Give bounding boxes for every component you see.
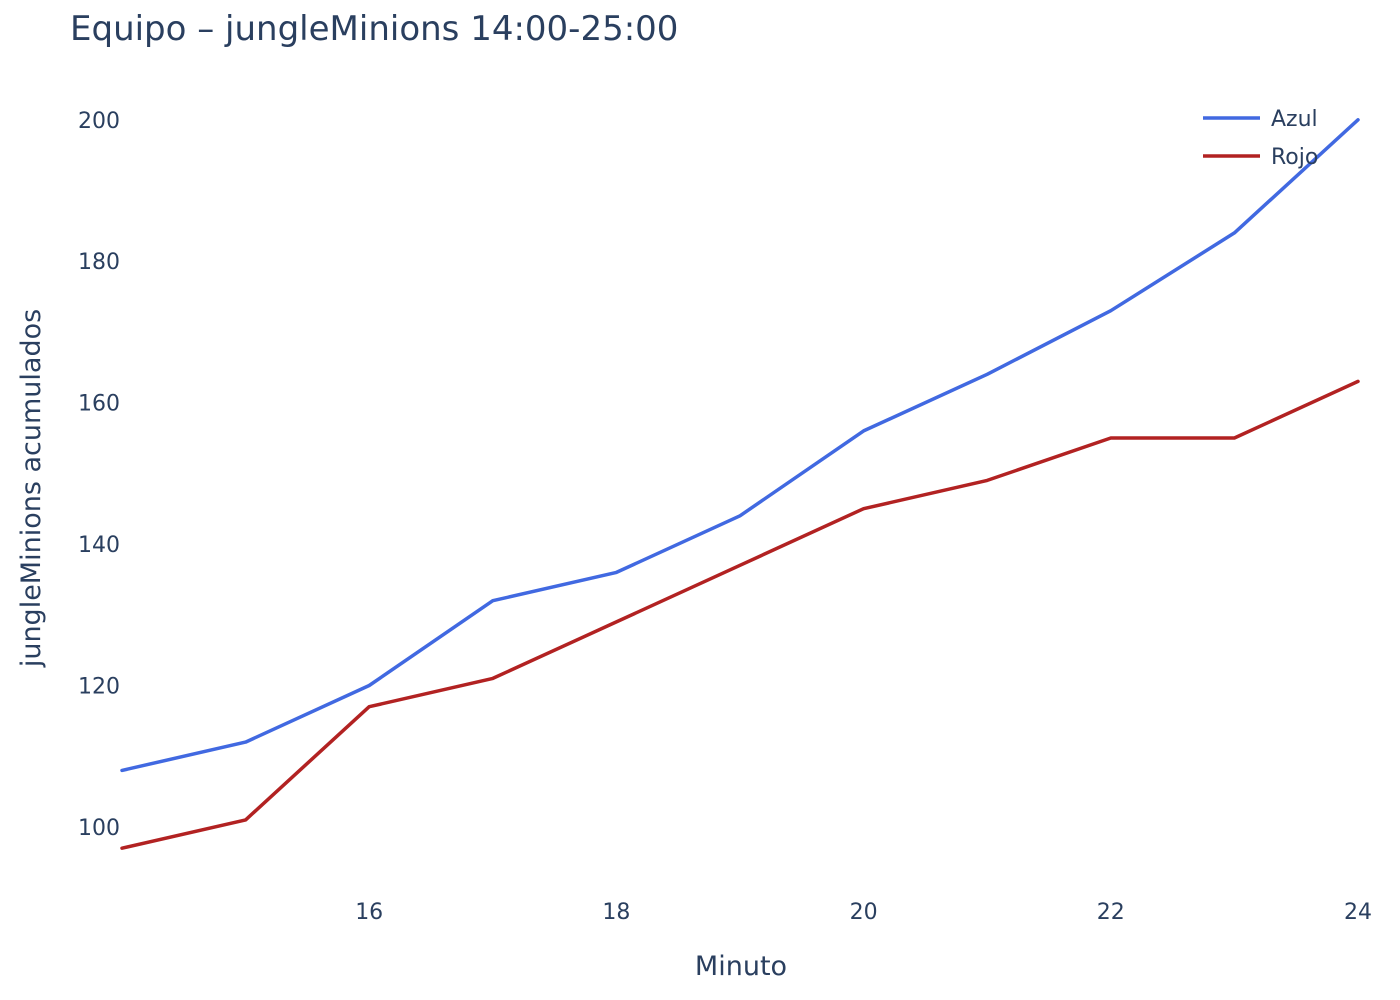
x-tick-labels: 16 18 20 22 24 (355, 900, 1372, 925)
x-tick-label: 22 (1097, 900, 1125, 925)
y-tick-labels: 100 120 140 160 180 200 (78, 109, 120, 841)
legend-label: Azul (1271, 107, 1318, 132)
y-tick-label: 180 (78, 250, 120, 275)
y-tick-label: 160 (78, 392, 120, 417)
series-line-azul (120, 118, 1360, 773)
legend: Azul Rojo (1203, 107, 1318, 170)
x-tick-label: 18 (602, 900, 630, 925)
y-tick-label: 140 (78, 533, 120, 558)
y-tick-label: 100 (78, 816, 120, 841)
legend-item-rojo[interactable]: Rojo (1203, 145, 1318, 170)
legend-item-azul[interactable]: Azul (1203, 107, 1318, 132)
series-lines (120, 118, 1360, 850)
x-tick-label: 24 (1344, 900, 1372, 925)
legend-label: Rojo (1271, 145, 1318, 170)
x-axis-title: Minuto (695, 951, 787, 982)
series-line-rojo (120, 379, 1360, 850)
y-axis-title: jungleMinions acumulados (16, 309, 47, 668)
x-tick-label: 20 (850, 900, 878, 925)
y-tick-label: 120 (78, 675, 120, 700)
x-tick-label: 16 (355, 900, 383, 925)
chart-title: Equipo – jungleMinions 14:00-25:00 (70, 9, 678, 49)
y-tick-label: 200 (78, 109, 120, 134)
